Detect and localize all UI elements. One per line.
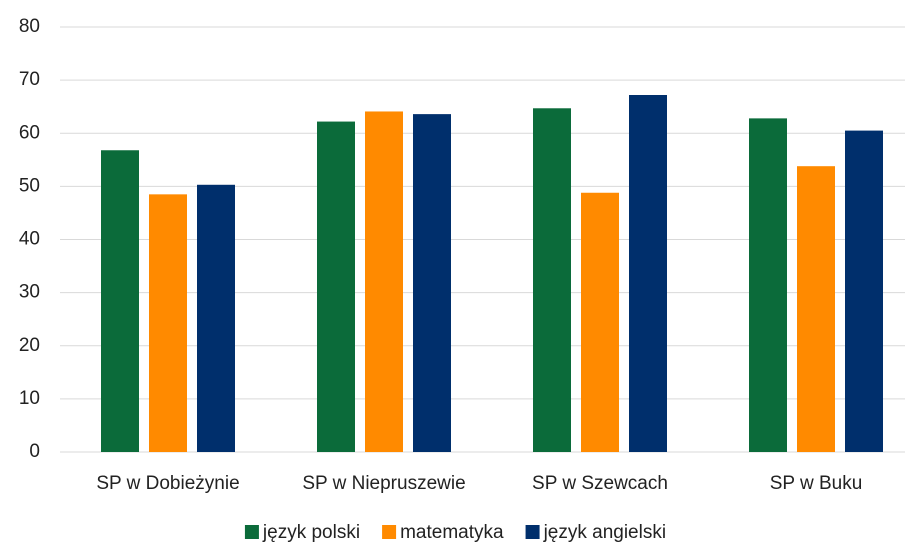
bar <box>629 95 667 452</box>
bar <box>533 108 571 452</box>
legend-swatch <box>244 525 259 539</box>
x-tick-label: SP w Szewcach <box>532 473 668 494</box>
bar <box>581 192 619 452</box>
legend-swatch <box>525 525 540 539</box>
bar <box>197 184 235 452</box>
y-tick-label: 70 <box>19 69 40 90</box>
y-tick-label: 20 <box>19 335 40 356</box>
bar <box>845 130 883 452</box>
bar <box>413 114 451 452</box>
bar <box>149 194 187 452</box>
x-tick-label: SP w Dobieżynie <box>96 473 239 494</box>
x-tick-label: SP w Buku <box>770 473 863 494</box>
x-tick-label: SP w Niepruszewie <box>302 473 465 494</box>
legend-label: matematyka <box>400 522 504 543</box>
y-tick-label: 80 <box>19 16 40 37</box>
y-tick-label: 50 <box>19 175 40 196</box>
y-tick-label: 0 <box>29 441 40 462</box>
bar <box>749 118 787 452</box>
bar <box>317 121 355 452</box>
legend-label: język angielski <box>543 522 667 543</box>
legend-label: język polski <box>262 522 360 543</box>
y-tick-label: 40 <box>19 229 40 250</box>
bar <box>797 166 835 452</box>
legend-swatch <box>382 525 397 539</box>
y-tick-label: 60 <box>19 122 40 143</box>
y-tick-label: 10 <box>19 388 40 409</box>
bar <box>365 111 403 452</box>
bar <box>101 150 139 452</box>
y-tick-label: 30 <box>19 282 40 303</box>
